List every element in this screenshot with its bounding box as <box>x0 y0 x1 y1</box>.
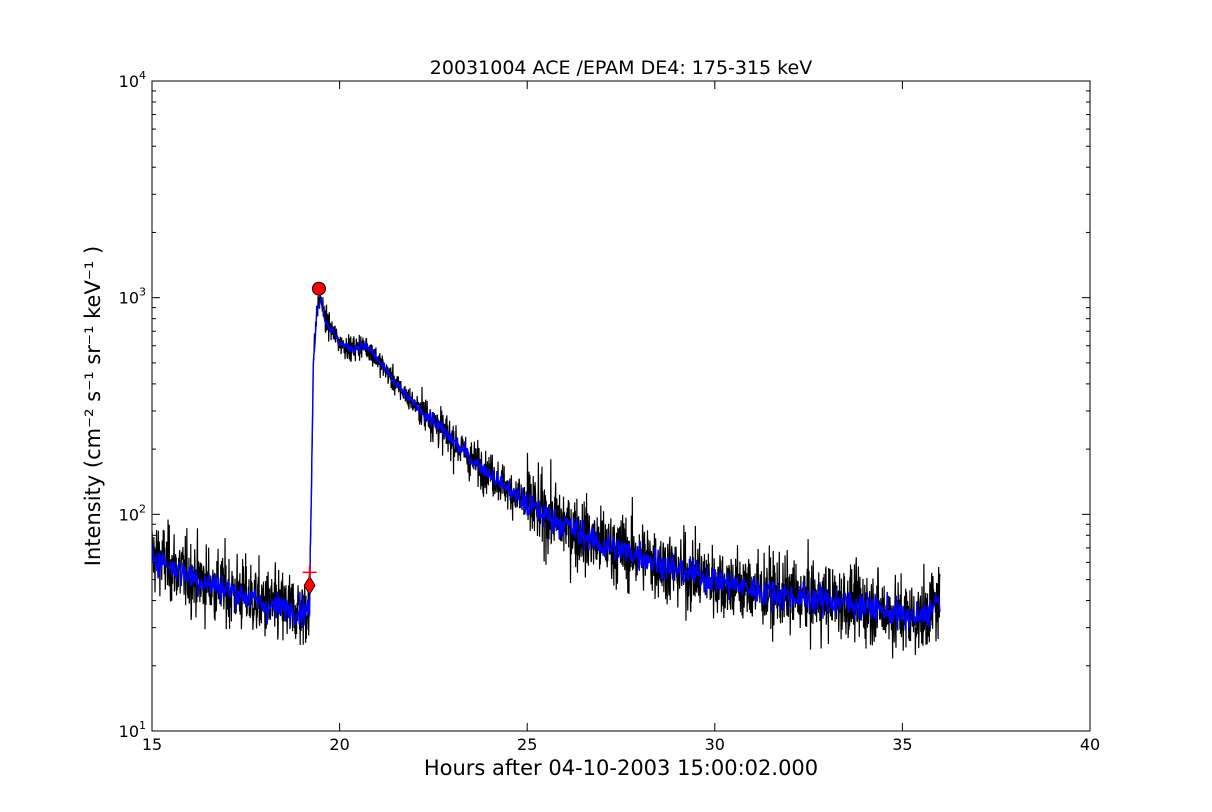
marker-layer <box>302 281 326 596</box>
y-tick-label: 101 <box>119 719 146 741</box>
x-tick-label: 25 <box>517 735 537 754</box>
x-tick-labels: 15 20 25 30 35 40 <box>142 735 1100 754</box>
marker-circle <box>311 281 326 296</box>
plot-frame <box>151 80 1091 732</box>
series-layer <box>152 293 941 659</box>
marker-plus <box>302 565 317 580</box>
x-tick-label: 20 <box>329 735 349 754</box>
y-axis-label: Intensity (cm⁻² s⁻¹ sr⁻¹ keV⁻¹ ) <box>81 246 105 566</box>
x-tick-label: 40 <box>1080 735 1100 754</box>
y-tick-label: 104 <box>119 69 146 91</box>
x-tick-label: 30 <box>705 735 725 754</box>
y-tick-labels: 101 102 103 104 <box>119 69 146 741</box>
x-axis-label: Hours after 04-10-2003 15:00:02.000 <box>424 756 818 780</box>
tick-layer <box>151 80 1091 732</box>
y-tick-label: 102 <box>119 502 146 524</box>
x-tick-label: 15 <box>142 735 162 754</box>
y-tick-label: 103 <box>119 286 146 308</box>
chart-title: 20031004 ACE /EPAM DE4: 175-315 keV <box>430 57 812 79</box>
series-line-smoothed <box>152 297 941 631</box>
marker-diamond <box>303 575 316 596</box>
x-tick-label: 35 <box>892 735 912 754</box>
